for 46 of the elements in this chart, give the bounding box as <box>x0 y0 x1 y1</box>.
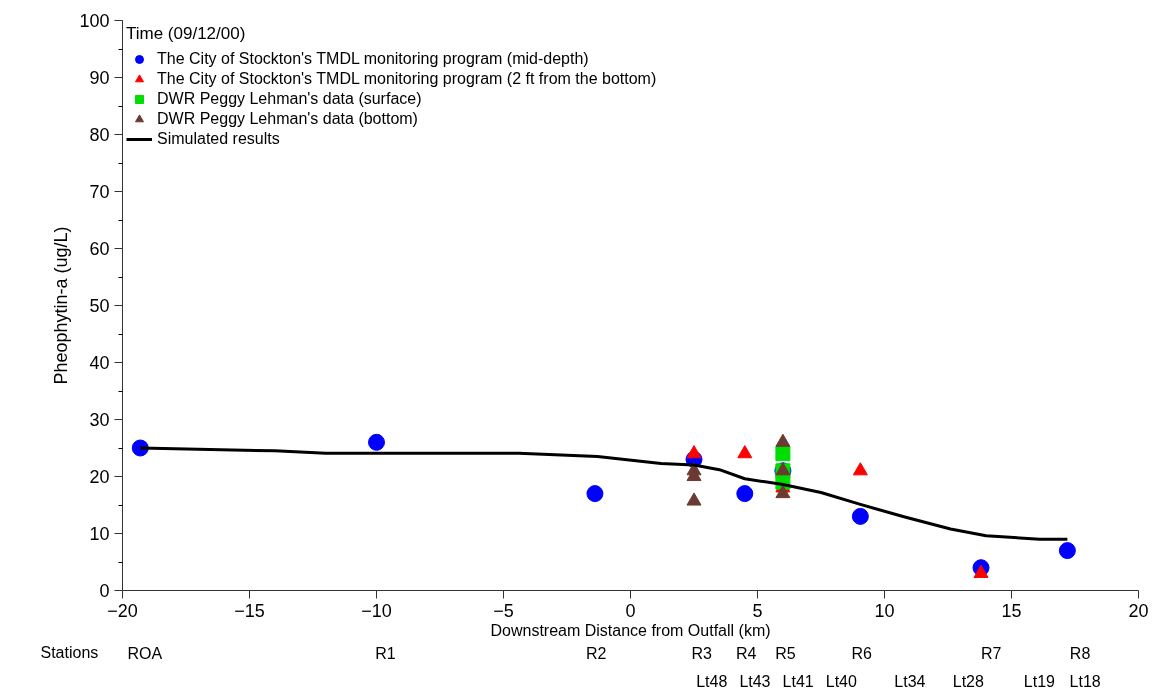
legend-label: DWR Peggy Lehman's data (bottom) <box>157 110 418 128</box>
y-tick-label: 20 <box>89 467 110 487</box>
text: Lt48 <box>696 672 728 690</box>
text: R4 <box>735 644 757 662</box>
text: R3 <box>691 644 712 662</box>
text: Lt43 <box>739 672 771 690</box>
text: Lt19 <box>1023 672 1056 690</box>
text: Lt18 <box>1069 672 1101 690</box>
x-tick-label: −20 <box>107 600 138 621</box>
text: R8 <box>1069 644 1091 662</box>
text: Stations <box>40 643 99 661</box>
y-tick-label: 10 <box>89 524 110 544</box>
y-tick-label: 90 <box>89 68 110 88</box>
x-tick-label: 15 <box>1001 600 1022 621</box>
y-tick-label: 40 <box>89 353 110 373</box>
y-axis-title: Pheophytin-a (ug/L) <box>51 226 72 385</box>
text: R6 <box>851 644 872 662</box>
legend-label: The City of Stockton's TMDL monitoring program (mid-depth) <box>157 50 589 68</box>
legend-label: DWR Peggy Lehman's data (surface) <box>157 90 422 108</box>
x-tick-label: −5 <box>493 600 514 621</box>
text: ROA <box>127 644 163 662</box>
y-tick-label: 100 <box>79 11 110 31</box>
text: Lt40 <box>825 672 857 690</box>
text: R7 <box>980 644 1002 662</box>
y-tick-label: 80 <box>89 125 110 145</box>
y-tick-label: 50 <box>89 296 110 316</box>
x-tick-label: 20 <box>1128 600 1149 621</box>
text: Lt34 <box>894 672 926 690</box>
x-tick-label: 10 <box>874 600 895 621</box>
y-tick-label: 70 <box>89 182 110 202</box>
text: R2 <box>585 644 607 662</box>
text: R5 <box>775 644 796 662</box>
x-tick-label: 5 <box>752 600 763 621</box>
legend-label: Simulated results <box>157 130 280 148</box>
legend-title: Time (09/12/00) <box>126 24 247 44</box>
y-tick-label: 0 <box>99 581 110 601</box>
text: Lt41 <box>782 672 814 690</box>
x-axis-title: Downstream Distance from Outfall (km) <box>490 621 771 639</box>
x-tick-label: 0 <box>625 600 636 621</box>
text: Lt28 <box>952 672 984 690</box>
y-tick-label: 60 <box>89 239 110 259</box>
x-tick-label: −10 <box>361 600 392 621</box>
x-tick-label: −15 <box>234 600 265 621</box>
text: R1 <box>375 644 396 662</box>
legend-label: The City of Stockton's TMDL monitoring program (2 ft from the bottom) <box>157 70 657 88</box>
y-tick-label: 30 <box>89 410 110 430</box>
